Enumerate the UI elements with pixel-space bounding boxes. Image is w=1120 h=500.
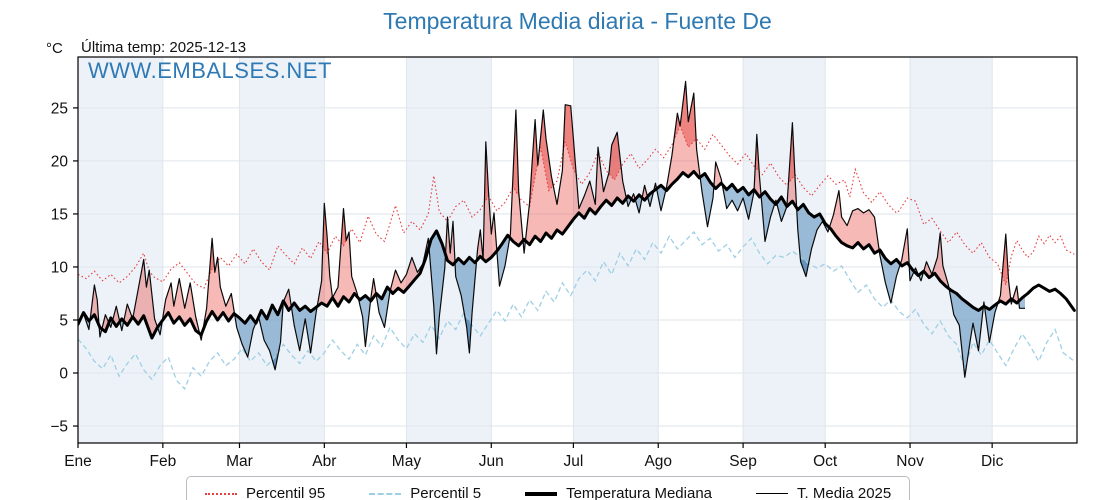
x-tick-label-feb: Feb — [149, 453, 176, 470]
p95-line-marker — [205, 492, 237, 495]
x-tick-label-dic: Dic — [981, 453, 1004, 470]
plot-border — [77, 56, 1078, 444]
legend-item-t-media-2025: T. Media 2025 — [756, 485, 891, 500]
x-tick-label-ene: Ene — [64, 453, 92, 470]
x-tick-label-mar: Mar — [226, 453, 253, 470]
t2025-line — [78, 80, 1025, 378]
p95-line — [78, 124, 1075, 289]
y-axis-unit-label: °C — [46, 40, 63, 57]
legend-label-percentil-5: Percentil 5 — [410, 485, 482, 500]
x-tick-label-sep: Sep — [729, 453, 757, 470]
x-tick-label-nov: Nov — [896, 453, 924, 470]
y-tick-label-20: 20 — [51, 153, 69, 170]
p5-line-marker — [369, 492, 402, 495]
legend-label-t-media-2025: T. Media 2025 — [797, 485, 892, 500]
legend-label-mediana: Temperatura Mediana — [566, 485, 713, 500]
median-line — [78, 170, 1076, 340]
x-tick-label-jul: Jul — [563, 453, 583, 470]
x-tick-label-abr: Abr — [312, 453, 336, 470]
median-line-marker — [525, 491, 558, 496]
warm-fill-above-median — [78, 81, 1019, 339]
x-axis: Ene Feb Mar Abr May Jun Jul Ago Sep Oct Nov Dic — [64, 443, 1004, 470]
month-bands — [78, 57, 993, 443]
y-tick-label-10: 10 — [51, 259, 69, 276]
legend-item-mediana: Temperatura Mediana — [525, 485, 712, 500]
legend: Percentil 95 Percentil 5 Temperatura Med… — [186, 476, 911, 500]
y-tick-label--5: −5 — [50, 419, 68, 436]
watermark-text: WWW.EMBALSES.NET — [88, 58, 332, 83]
x-tick-label-jun: Jun — [479, 453, 504, 470]
x-tick-label-may: May — [392, 453, 422, 470]
fill-areas — [78, 81, 1025, 378]
y-tick-label-5: 5 — [59, 312, 68, 329]
last-temp-subtitle: Última temp: 2025-12-13 — [81, 39, 247, 56]
x-tick-label-ago: Ago — [644, 453, 672, 470]
t2025-line-marker — [756, 493, 789, 494]
y-tick-label-25: 25 — [51, 100, 68, 117]
legend-label-percentil-95: Percentil 95 — [246, 485, 326, 500]
page-title: Temperatura Media diaria - Fuente De — [383, 8, 772, 34]
x-tick-label-oct: Oct — [813, 453, 838, 470]
series-lines — [78, 80, 1076, 391]
legend-item-percentil-5: Percentil 5 — [369, 485, 481, 500]
y-tick-label-0: 0 — [59, 366, 68, 383]
p5-line — [78, 230, 1075, 391]
legend-item-percentil-95: Percentil 95 — [205, 485, 325, 500]
y-axis: −5 0 5 10 15 20 25 — [50, 100, 78, 436]
y-tick-label-15: 15 — [51, 206, 68, 223]
